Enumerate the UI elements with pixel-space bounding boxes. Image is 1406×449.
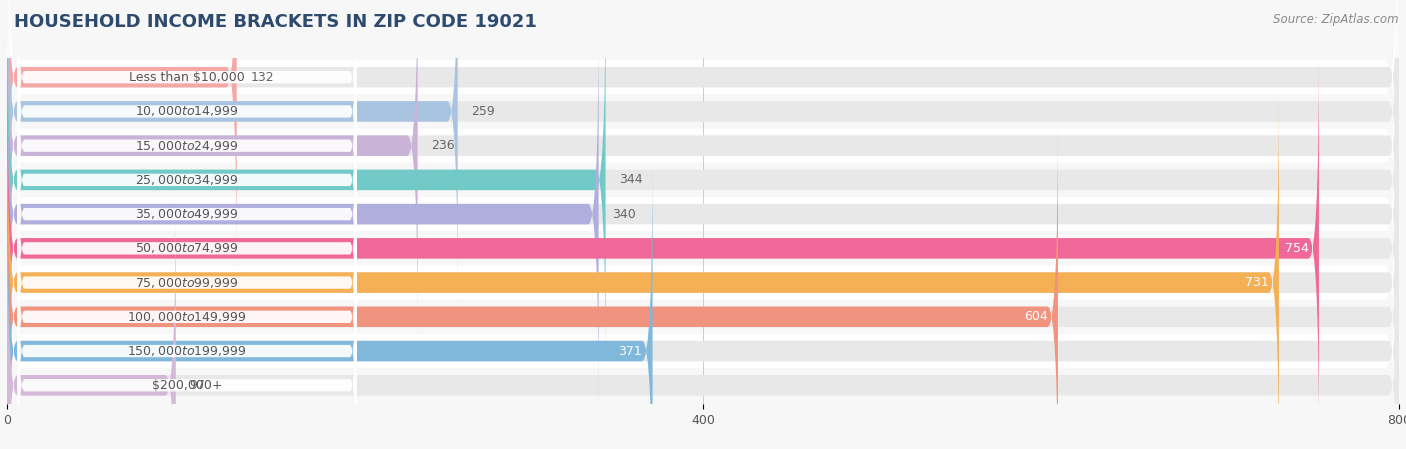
Text: Source: ZipAtlas.com: Source: ZipAtlas.com: [1274, 13, 1399, 26]
FancyBboxPatch shape: [17, 0, 357, 242]
FancyBboxPatch shape: [7, 0, 1399, 402]
FancyBboxPatch shape: [7, 156, 652, 449]
FancyBboxPatch shape: [7, 88, 1399, 449]
Text: $100,000 to $149,999: $100,000 to $149,999: [128, 310, 247, 324]
Text: $200,000+: $200,000+: [152, 379, 222, 392]
FancyBboxPatch shape: [7, 26, 1399, 449]
FancyBboxPatch shape: [7, 0, 1399, 436]
FancyBboxPatch shape: [7, 60, 1399, 449]
FancyBboxPatch shape: [17, 255, 357, 449]
Text: 236: 236: [432, 139, 456, 152]
FancyBboxPatch shape: [7, 0, 1399, 272]
FancyBboxPatch shape: [7, 190, 176, 449]
FancyBboxPatch shape: [17, 49, 357, 311]
Text: 97: 97: [190, 379, 205, 392]
FancyBboxPatch shape: [7, 0, 606, 375]
FancyBboxPatch shape: [7, 122, 1399, 449]
FancyBboxPatch shape: [7, 0, 1399, 375]
FancyBboxPatch shape: [7, 0, 418, 341]
FancyBboxPatch shape: [7, 53, 1399, 444]
Text: $35,000 to $49,999: $35,000 to $49,999: [135, 207, 239, 221]
Text: HOUSEHOLD INCOME BRACKETS IN ZIP CODE 19021: HOUSEHOLD INCOME BRACKETS IN ZIP CODE 19…: [14, 13, 537, 31]
FancyBboxPatch shape: [7, 190, 1399, 449]
FancyBboxPatch shape: [7, 19, 599, 409]
Text: $150,000 to $199,999: $150,000 to $199,999: [128, 344, 247, 358]
FancyBboxPatch shape: [7, 156, 1399, 449]
Text: 754: 754: [1285, 242, 1309, 255]
FancyBboxPatch shape: [17, 186, 357, 448]
FancyBboxPatch shape: [7, 0, 1399, 449]
Text: $15,000 to $24,999: $15,000 to $24,999: [135, 139, 239, 153]
Text: 371: 371: [619, 344, 643, 357]
FancyBboxPatch shape: [7, 94, 1399, 449]
Text: $10,000 to $14,999: $10,000 to $14,999: [135, 105, 239, 119]
Text: 340: 340: [613, 207, 637, 220]
Text: 344: 344: [620, 173, 643, 186]
FancyBboxPatch shape: [7, 53, 1319, 444]
FancyBboxPatch shape: [17, 0, 357, 208]
Text: 132: 132: [250, 70, 274, 84]
FancyBboxPatch shape: [7, 0, 1399, 341]
FancyBboxPatch shape: [7, 0, 236, 272]
Text: 731: 731: [1244, 276, 1268, 289]
FancyBboxPatch shape: [7, 0, 1399, 307]
Text: 259: 259: [471, 105, 495, 118]
FancyBboxPatch shape: [7, 122, 1057, 449]
FancyBboxPatch shape: [17, 84, 357, 345]
FancyBboxPatch shape: [7, 0, 1399, 449]
Text: $75,000 to $99,999: $75,000 to $99,999: [135, 276, 239, 290]
FancyBboxPatch shape: [7, 0, 1399, 368]
FancyBboxPatch shape: [7, 0, 1399, 334]
FancyBboxPatch shape: [7, 88, 1279, 449]
FancyBboxPatch shape: [17, 15, 357, 277]
FancyBboxPatch shape: [17, 118, 357, 379]
Text: $25,000 to $34,999: $25,000 to $34,999: [135, 173, 239, 187]
FancyBboxPatch shape: [7, 128, 1399, 449]
Text: 604: 604: [1024, 310, 1047, 323]
Text: $50,000 to $74,999: $50,000 to $74,999: [135, 242, 239, 255]
FancyBboxPatch shape: [17, 152, 357, 414]
FancyBboxPatch shape: [7, 19, 1399, 409]
FancyBboxPatch shape: [7, 0, 458, 307]
FancyBboxPatch shape: [17, 220, 357, 449]
Text: Less than $10,000: Less than $10,000: [129, 70, 245, 84]
